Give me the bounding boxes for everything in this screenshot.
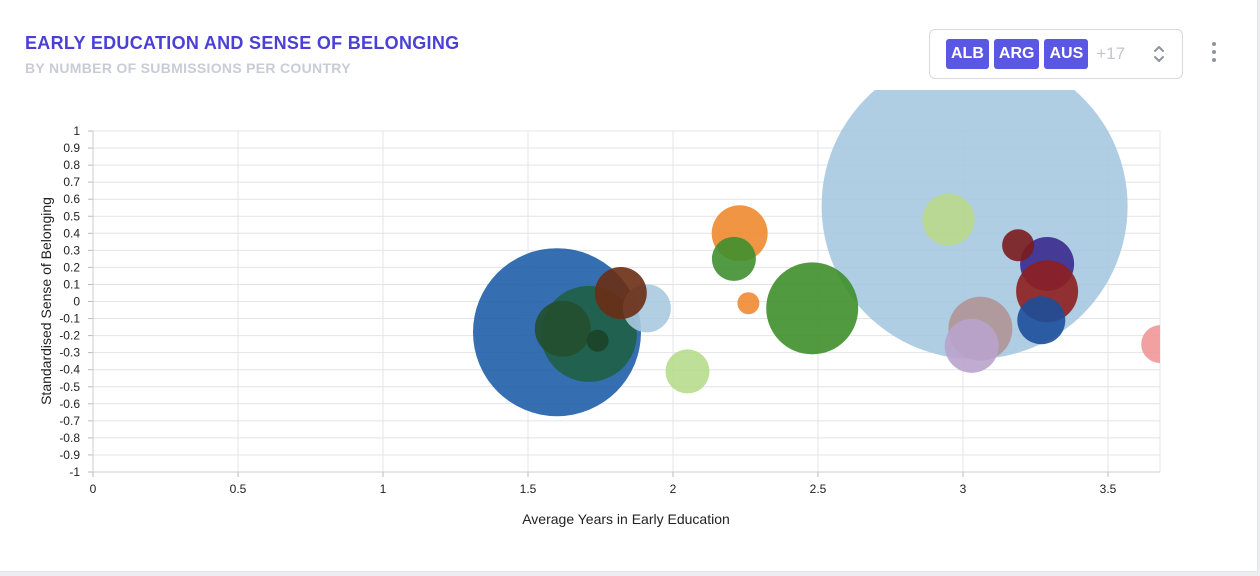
x-axis-ticks: 0 0.5 1 1.5 2 2.5 3 3.5 [90, 482, 1117, 496]
x-tick-label: 3.5 [1100, 482, 1117, 496]
y-tick-label: 0.1 [63, 277, 80, 291]
country-chip-arg[interactable]: ARG [993, 39, 1040, 69]
bubble-point[interactable] [922, 193, 975, 246]
x-tick-label: 1 [380, 482, 387, 496]
bubble-point[interactable] [594, 266, 647, 319]
y-tick-label: -0.7 [59, 414, 80, 428]
x-tick-label: 2 [670, 482, 677, 496]
more-options-icon[interactable] [1208, 42, 1220, 68]
x-axis-title: Average Years in Early Education [522, 511, 730, 527]
y-tick-label: 0.9 [63, 141, 80, 155]
x-tick-label: 0 [90, 482, 97, 496]
y-tick-label: -0.8 [59, 431, 80, 445]
bubble-series [473, 90, 1179, 417]
y-tick-label: 0.8 [63, 158, 80, 172]
y-tick-label: -0.6 [59, 397, 80, 411]
y-tick-label: 0.5 [63, 209, 80, 223]
country-chip-alb[interactable]: ALB [946, 39, 989, 69]
bubble-point[interactable] [711, 236, 756, 281]
x-tick-label: 0.5 [230, 482, 247, 496]
y-tick-label: 0.3 [63, 243, 80, 257]
bubble-point[interactable] [1141, 325, 1179, 364]
bubble-point[interactable] [665, 349, 710, 394]
bubble-point[interactable] [534, 300, 591, 357]
bubble-point[interactable] [737, 292, 760, 315]
bubble-point[interactable] [586, 329, 609, 352]
chart-subtitle: BY NUMBER OF SUBMISSIONS PER COUNTRY [25, 60, 351, 76]
y-tick-label: -1 [69, 465, 80, 479]
more-countries-count: +17 [1096, 44, 1126, 63]
y-tick-label: -0.4 [59, 363, 80, 377]
y-tick-label: -0.1 [59, 312, 80, 326]
y-axis-title: Standardised Sense of Belonging [38, 197, 54, 405]
y-tick-label: 0.6 [63, 192, 80, 206]
chevron-up-down-icon[interactable] [1152, 42, 1166, 66]
y-tick-label: -0.2 [59, 329, 80, 343]
bubble-point[interactable] [1002, 229, 1035, 262]
y-tick-label: -0.5 [59, 380, 80, 394]
y-tick-label: 0.7 [63, 175, 80, 189]
bubble-point[interactable] [1017, 296, 1066, 345]
y-tick-label: 0.2 [63, 260, 80, 274]
y-tick-label: 0 [73, 295, 80, 309]
chart-title: EARLY EDUCATION AND SENSE OF BELONGING [25, 33, 460, 53]
x-tick-label: 2.5 [810, 482, 827, 496]
country-chip-aus[interactable]: AUS [1044, 39, 1089, 69]
bubble-point[interactable] [766, 262, 859, 355]
y-tick-label: -0.9 [59, 448, 80, 462]
bubble-point[interactable] [944, 318, 999, 373]
y-axis-ticks: 1 0.9 0.8 0.7 0.6 0.5 0.4 0.3 0.2 0.1 0 -0.1 -0.2 -0.… [59, 124, 80, 479]
y-tick-label: 1 [73, 124, 80, 138]
x-tick-label: 3 [960, 482, 967, 496]
x-tick-label: 1.5 [520, 482, 537, 496]
country-filter-select[interactable]: ALB ARG AUS +17 [929, 29, 1183, 79]
y-tick-label: -0.3 [59, 346, 80, 360]
y-tick-label: 0.4 [63, 226, 80, 240]
